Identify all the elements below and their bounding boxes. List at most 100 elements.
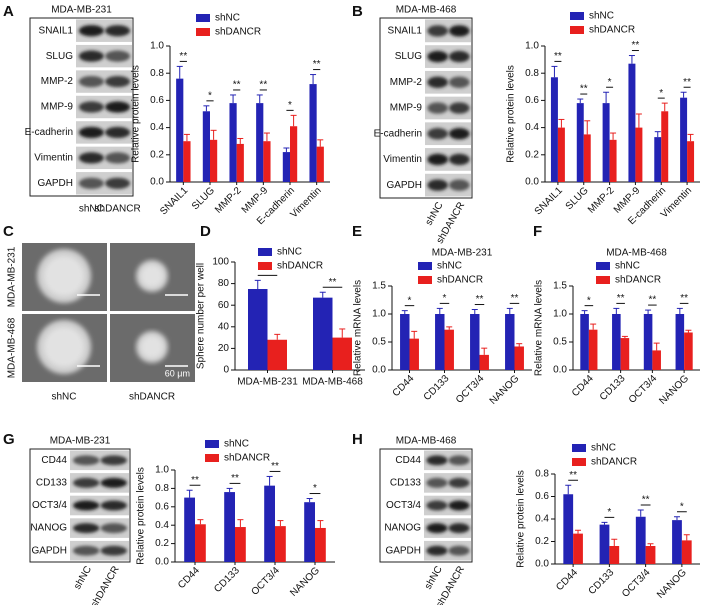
blot-band — [426, 477, 448, 488]
blot-band — [73, 523, 100, 534]
bar — [315, 527, 326, 562]
y-tick-label: 1.0 — [155, 465, 169, 476]
bar — [263, 141, 271, 182]
x-tick-label: CD44 — [391, 373, 417, 399]
blot-title: MDA-MB-468 — [396, 436, 457, 447]
blot-row-label: SLUG — [395, 51, 422, 62]
bar — [672, 520, 682, 564]
bar — [304, 502, 315, 562]
bar — [652, 350, 661, 370]
sphere-core — [44, 256, 84, 296]
x-tick-label: OCT3/4 — [249, 565, 282, 598]
x-tick-label: CD44 — [176, 565, 202, 591]
blot-band — [105, 126, 131, 139]
significance-label: * — [313, 483, 317, 494]
micrograph-col-label: shNC — [51, 392, 76, 403]
bar — [282, 152, 290, 182]
significance-label: ** — [683, 77, 691, 88]
sphere-core — [141, 265, 163, 287]
legend-label: shNC — [589, 11, 614, 22]
blot-band — [78, 177, 104, 189]
blot-band — [105, 177, 131, 189]
bar — [248, 289, 268, 370]
bar — [316, 146, 324, 182]
significance-label: ** — [329, 277, 337, 288]
y-tick-label: 0.4 — [150, 122, 164, 133]
blot-band — [448, 102, 470, 114]
bar — [236, 143, 244, 182]
blot-row-label: MMP-2 — [390, 77, 423, 88]
x-tick-label: CD133 — [598, 373, 628, 403]
bar — [514, 346, 524, 370]
significance-label: ** — [580, 84, 588, 95]
y-tick-label: 1.0 — [150, 41, 164, 52]
blot-row-label: CD44 — [395, 455, 421, 466]
blot-strip — [76, 146, 132, 170]
chart-title: MDA-MB-231 — [432, 248, 493, 259]
y-tick-label: 80 — [218, 278, 230, 289]
y-tick-label: 0.2 — [150, 149, 164, 160]
blot-band — [426, 523, 448, 534]
blot-strip — [76, 121, 132, 144]
bar — [612, 314, 621, 370]
bar — [599, 524, 610, 564]
y-tick-label: 0.0 — [372, 365, 386, 376]
legend-swatch — [570, 26, 584, 34]
y-tick-label: 0.0 — [155, 557, 169, 568]
y-tick-label: 0.2 — [155, 538, 169, 549]
x-tick-label: SNAIL1 — [158, 185, 190, 217]
significance-label: ** — [179, 51, 187, 62]
y-tick-label: 0.4 — [155, 520, 169, 531]
y-tick-label: 0 — [223, 365, 229, 376]
significance-label: * — [607, 507, 611, 518]
bar — [332, 337, 352, 370]
blot-band — [73, 500, 100, 511]
blot-title: MDA-MB-231 — [51, 5, 112, 16]
y-tick-label: 0.2 — [535, 536, 549, 547]
y-tick-label: 0.0 — [150, 177, 164, 188]
blot-row-label: SNAIL1 — [39, 25, 74, 36]
legend-swatch — [596, 262, 610, 270]
bar — [635, 516, 646, 564]
y-tick-label: 0.8 — [535, 469, 549, 480]
panel-letter: F — [533, 223, 542, 240]
y-tick-label: 0.4 — [525, 122, 539, 133]
significance-label: * — [408, 295, 412, 306]
x-tick-label: MMP-2 — [213, 185, 244, 216]
significance-label: ** — [642, 495, 650, 506]
blot-band — [100, 500, 128, 511]
blot-title: MDA-MB-231 — [50, 436, 111, 447]
y-axis-label: Relative mRNA levels — [534, 280, 545, 376]
blot-row-label: E-cadherin — [374, 128, 422, 139]
y-tick-label: 1.0 — [525, 41, 539, 52]
x-tick-label: MDA-MB-231 — [237, 377, 298, 388]
significance-label: ** — [233, 80, 241, 91]
legend-swatch — [205, 440, 219, 448]
legend-label: shNC — [224, 439, 249, 450]
bar — [681, 540, 692, 564]
legend-swatch — [196, 28, 210, 36]
y-tick-label: 0.5 — [553, 337, 567, 348]
blot-band — [78, 50, 104, 62]
blot-strip — [76, 70, 132, 93]
x-tick-label: SNAIL1 — [533, 185, 565, 217]
legend-swatch — [258, 248, 272, 256]
panel-letter: B — [352, 3, 363, 20]
bar — [643, 314, 653, 370]
blot-band — [427, 102, 449, 114]
blot-band — [427, 50, 449, 63]
blot-band — [427, 128, 449, 140]
bar — [409, 338, 419, 370]
blot-row-label: GAPDH — [386, 180, 422, 191]
blot-band — [100, 477, 128, 488]
y-axis-label: Relative protein levels — [136, 467, 147, 565]
legend-label: shDANCR — [437, 275, 483, 286]
y-axis-label: Sphere number per well — [196, 263, 207, 369]
y-tick-label: 40 — [218, 321, 230, 332]
significance-label: ** — [554, 51, 562, 62]
micrograph-row-label: MDA-MB-468 — [7, 317, 18, 378]
blot-lane-label: shNC — [423, 564, 445, 591]
blot-band — [448, 25, 470, 37]
bar — [229, 103, 237, 182]
legend-swatch — [572, 444, 586, 452]
